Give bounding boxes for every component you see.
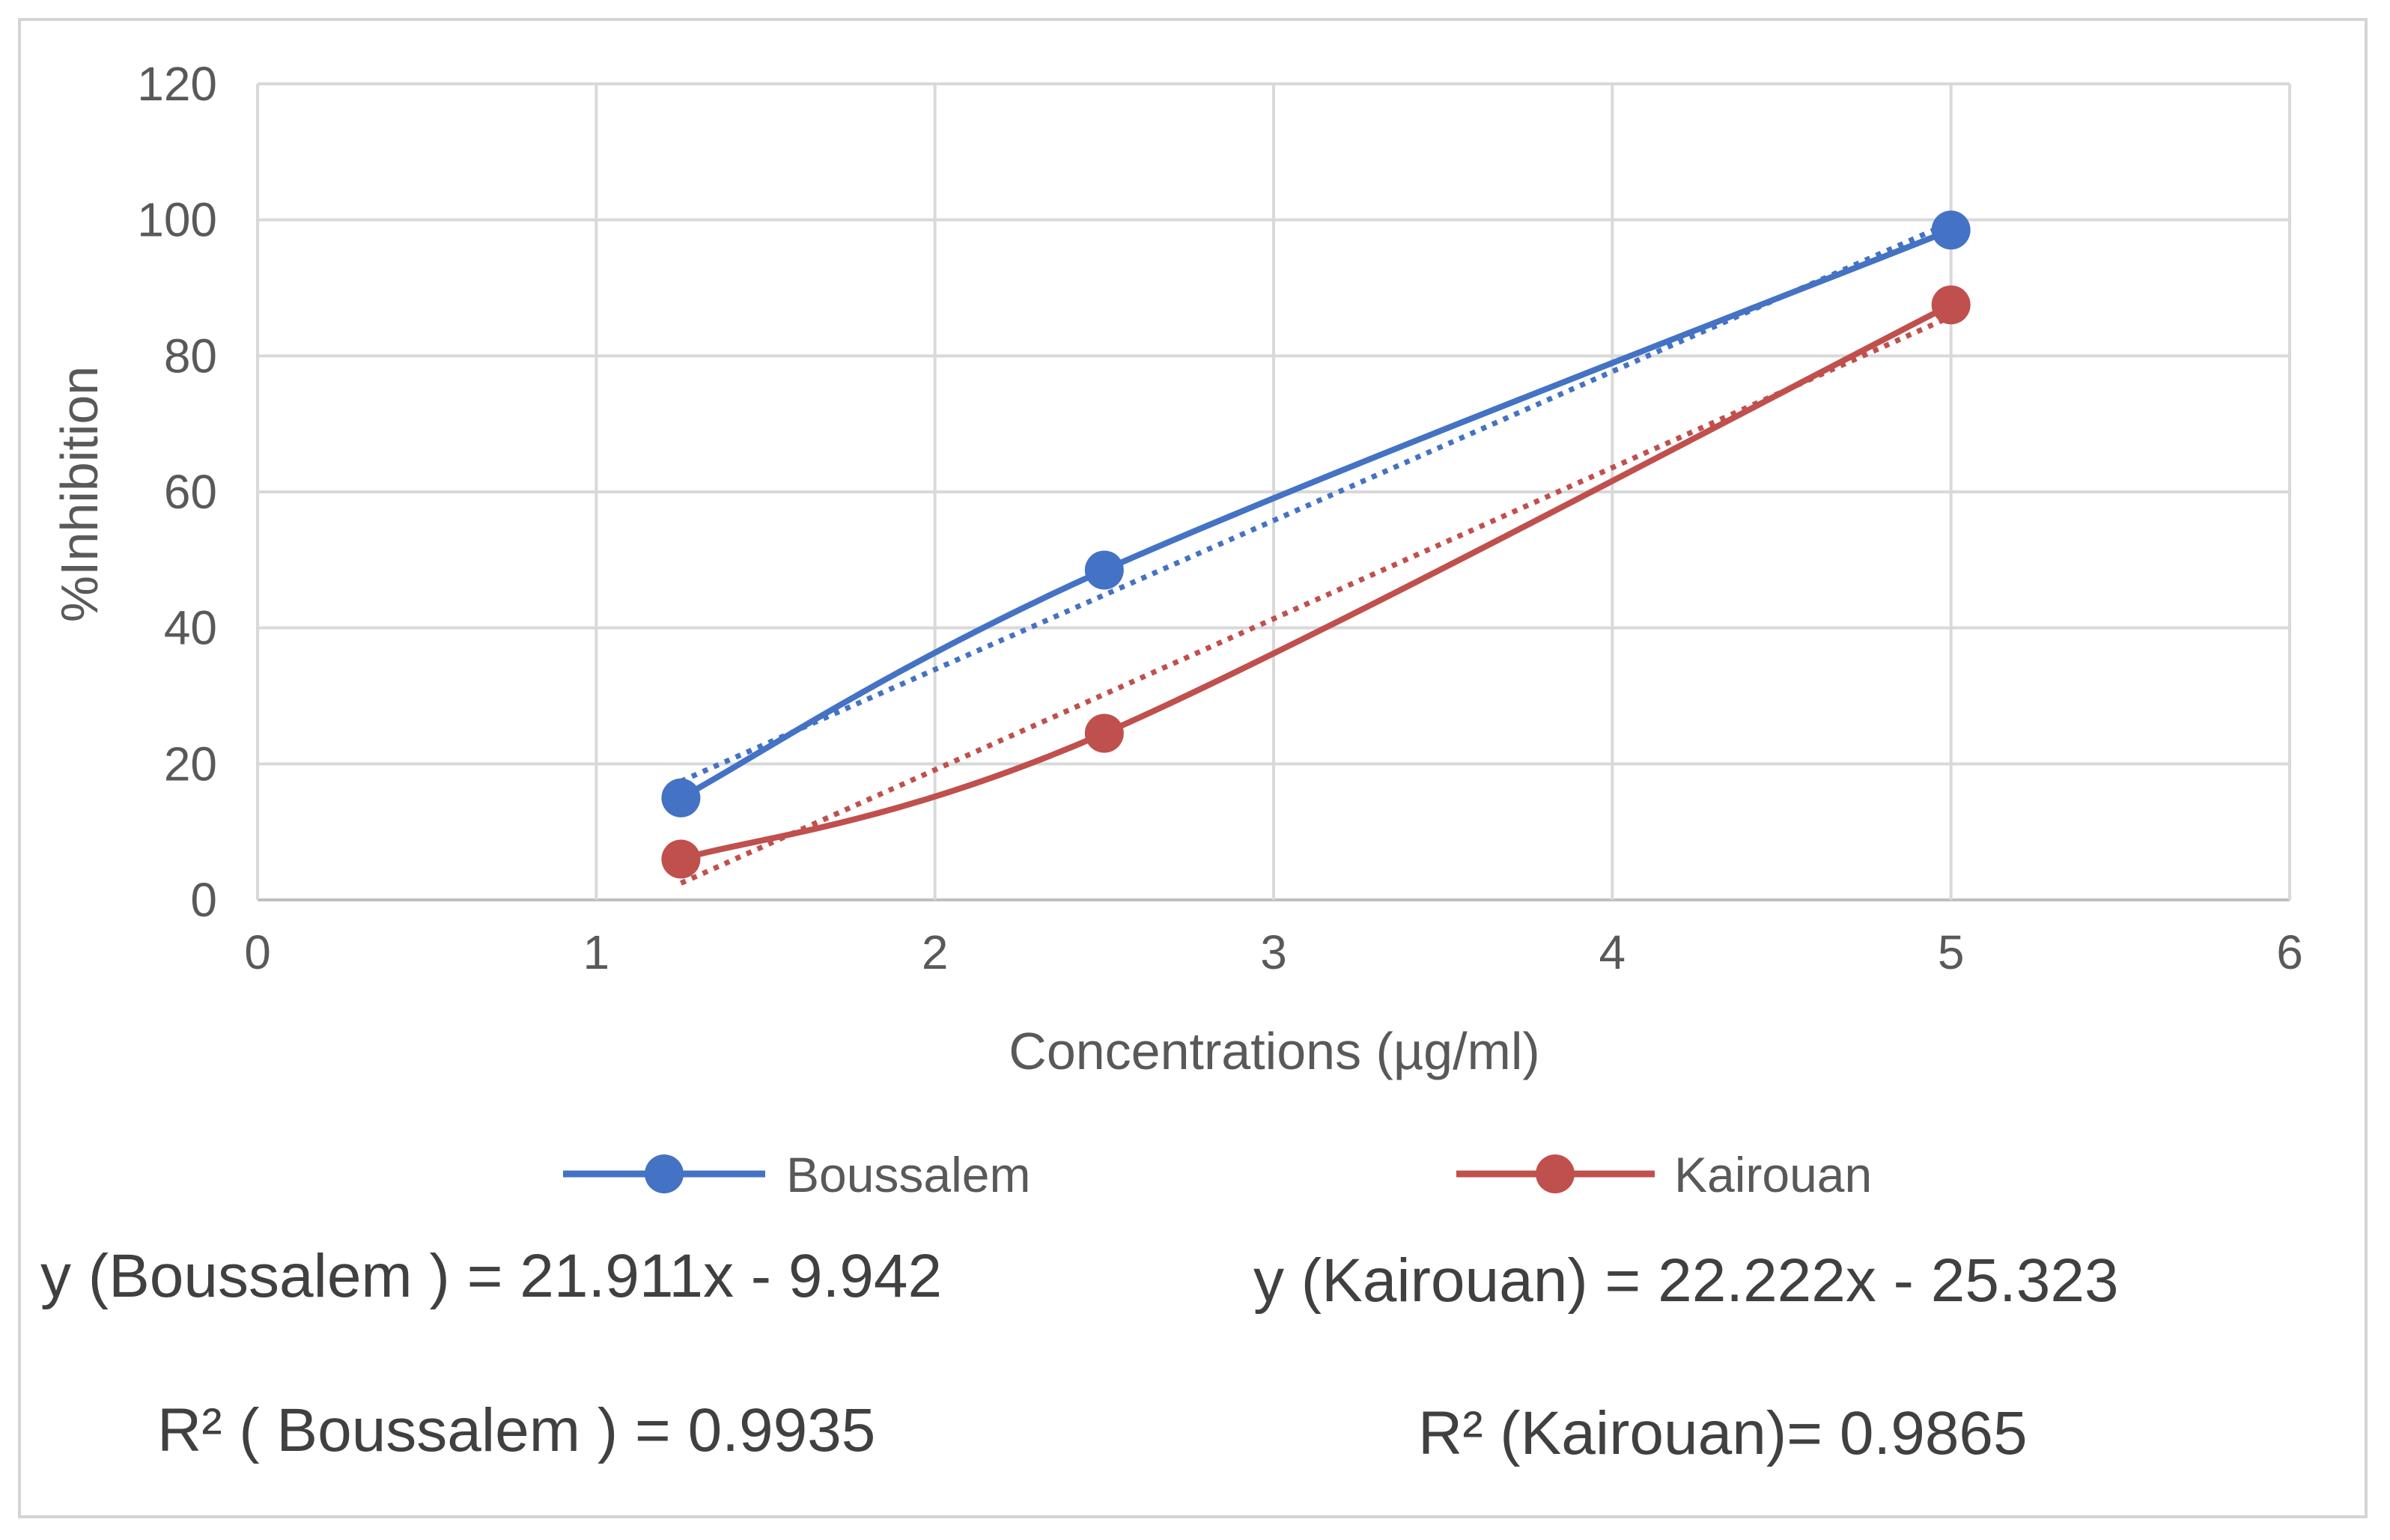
x-tick-label: 4 <box>1599 925 1626 979</box>
x-tick-label: 6 <box>2276 925 2303 979</box>
tick-labels: 0 20 40 60 80 100 120 0 1 2 3 4 5 6 <box>137 57 2303 979</box>
y-tick-label: 120 <box>137 57 217 111</box>
chart-frame <box>18 18 2368 1518</box>
legend: Boussalem Kairouan <box>563 1147 1872 1202</box>
y-tick-label: 60 <box>164 465 217 519</box>
r-squared-kairouan: R² (Kairouan)= 0.9865 <box>1418 1399 2028 1467</box>
y-tick-label: 0 <box>190 873 217 927</box>
data-point-boussalem <box>661 778 701 818</box>
y-tick-label: 80 <box>164 329 217 383</box>
y-axis-title: %Inhibition <box>50 366 109 622</box>
data-point-kairouan <box>1931 285 1971 325</box>
x-tick-label: 3 <box>1260 925 1287 979</box>
y-tick-label: 40 <box>164 601 217 655</box>
trendline-boussalem <box>680 219 1953 784</box>
x-tick-label: 0 <box>244 925 271 979</box>
trendline-kairouan <box>679 314 1953 886</box>
gridlines <box>256 82 2291 901</box>
legend-label-boussalem: Boussalem <box>786 1147 1031 1202</box>
x-tick-label: 2 <box>922 925 949 979</box>
data-point-kairouan <box>1084 713 1124 753</box>
data-point-kairouan <box>661 839 701 879</box>
x-tick-label: 1 <box>583 925 610 979</box>
series-line-kairouan <box>680 302 1953 862</box>
legend-marker-boussalem <box>645 1154 684 1193</box>
r-squared-boussalem: R² ( Boussalem ) = 0.9935 <box>157 1396 875 1464</box>
equation-boussalem: y (Boussalem ) = 21.911x - 9.942 <box>40 1242 942 1310</box>
y-tick-label: 100 <box>137 193 217 247</box>
series-line-boussalem <box>679 227 1953 801</box>
legend-marker-kairouan <box>1536 1154 1575 1193</box>
x-axis-title: Concentrations (µg/ml) <box>1009 1022 1539 1080</box>
data-point-boussalem <box>1931 210 1971 250</box>
data-point-boussalem <box>1084 550 1124 590</box>
series-lines <box>679 227 1953 862</box>
x-tick-label: 5 <box>1938 925 1965 979</box>
y-tick-label: 20 <box>164 737 217 791</box>
trendlines <box>679 219 1953 886</box>
equation-kairouan: y (Kairouan) = 22.222x - 25.323 <box>1253 1247 2119 1315</box>
legend-label-kairouan: Kairouan <box>1674 1147 1872 1202</box>
data-points <box>661 210 1971 879</box>
